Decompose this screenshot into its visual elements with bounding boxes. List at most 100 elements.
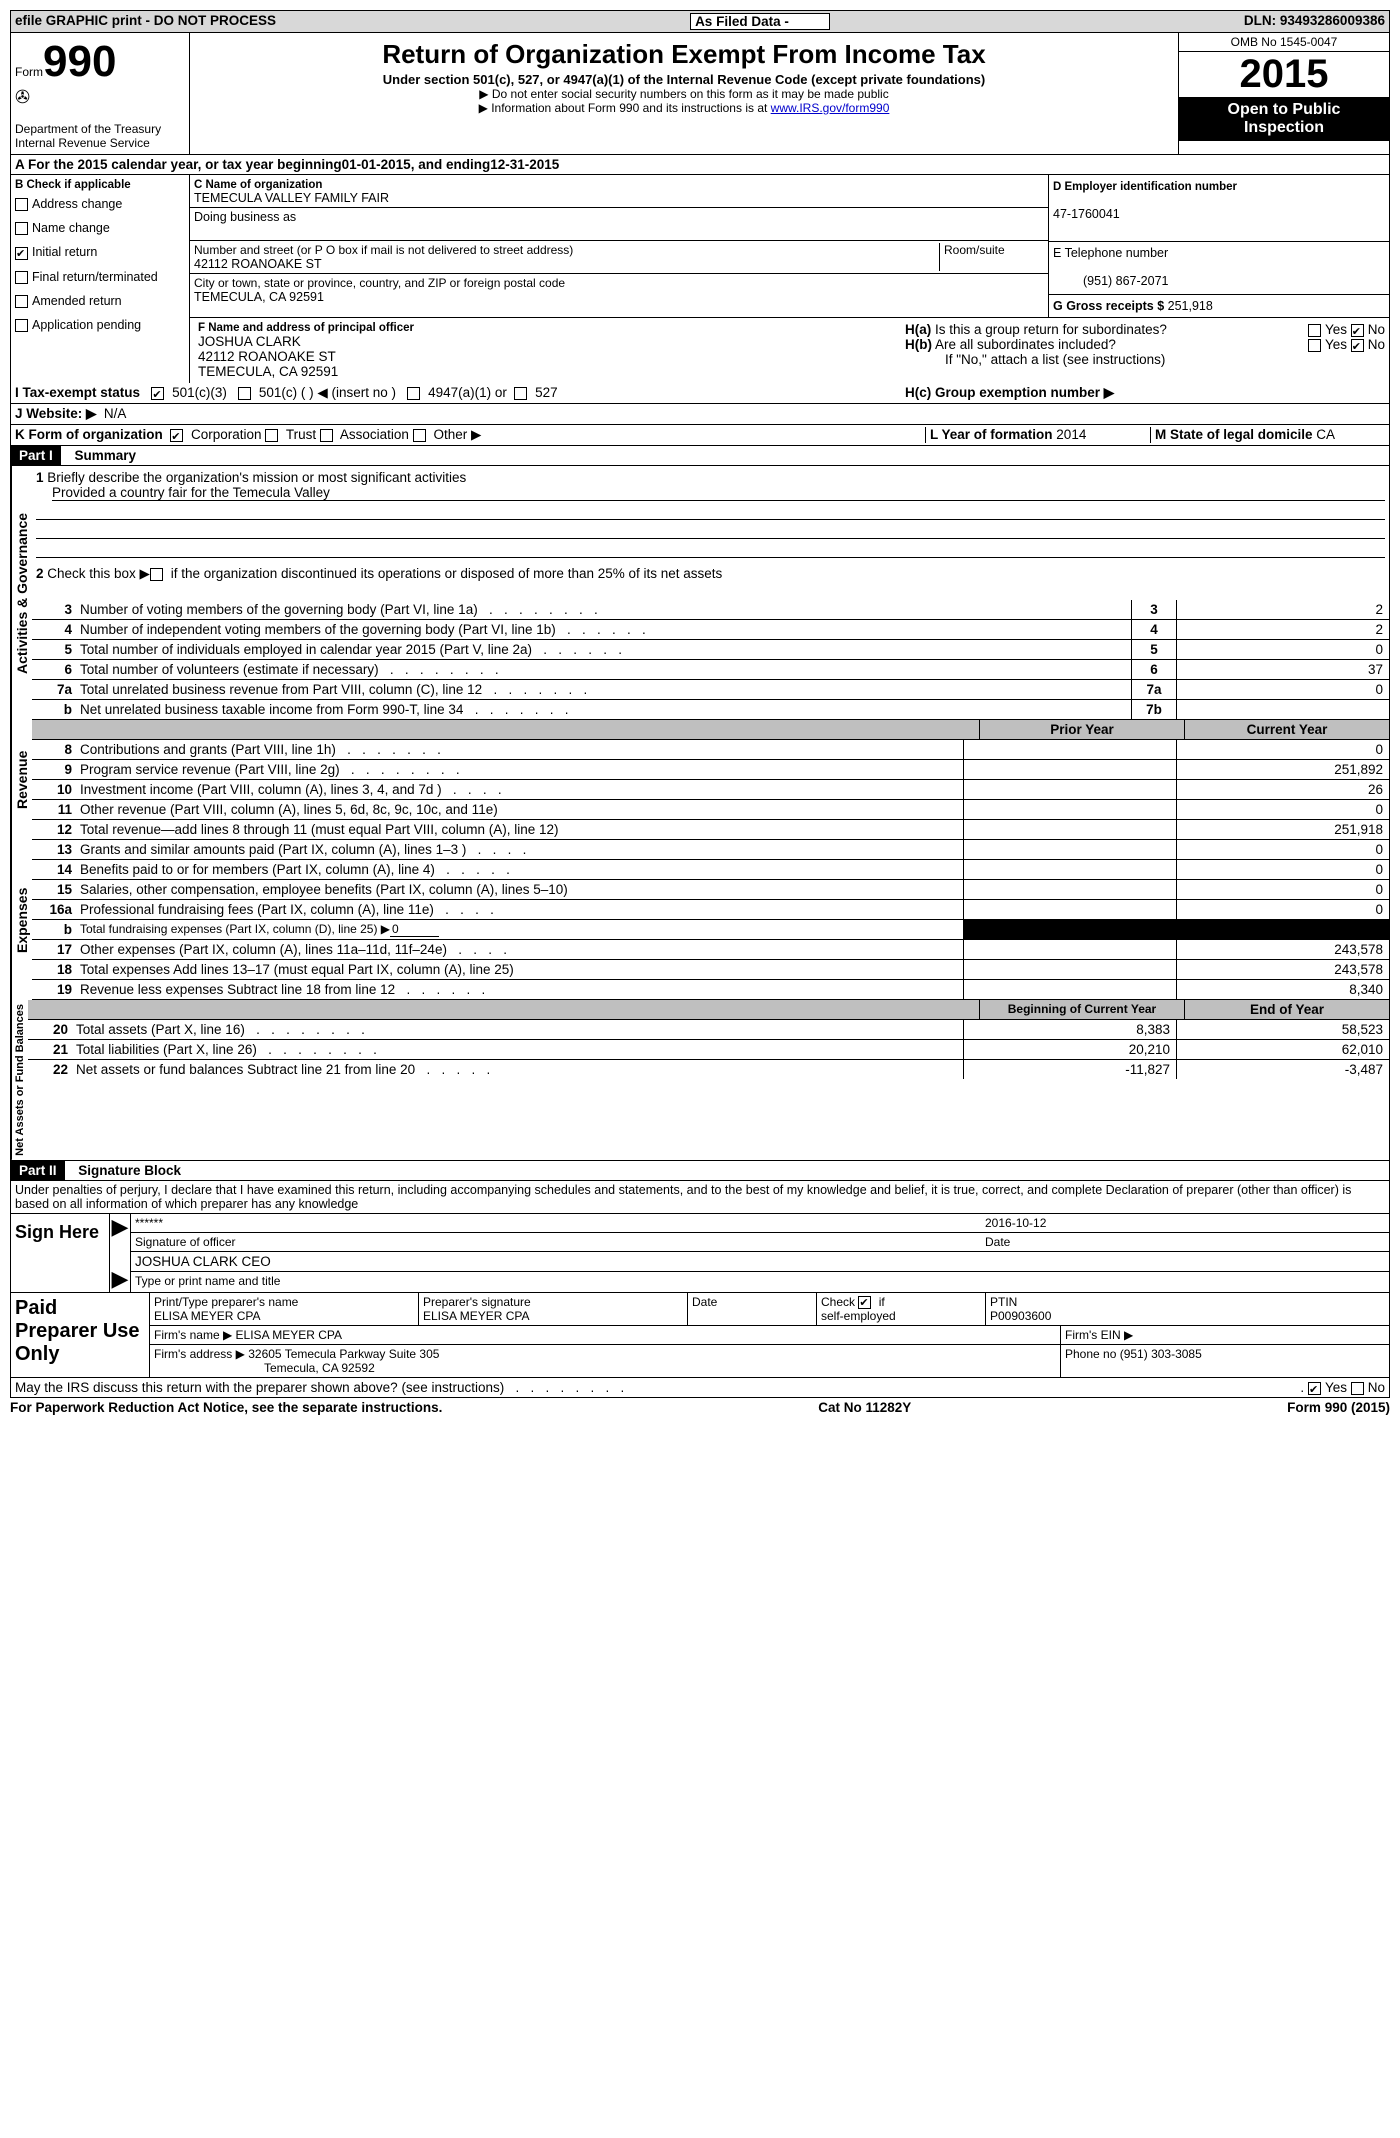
part-2-header: Part II Signature Block	[10, 1161, 1390, 1181]
box-b: B Check if applicable Address change Nam…	[11, 175, 190, 383]
city-label: City or town, state or province, country…	[194, 276, 565, 290]
irs-label: Internal Revenue Service	[15, 136, 150, 150]
signature-date: 2016-10-12	[985, 1216, 1385, 1230]
cb-discontinued[interactable]	[150, 568, 163, 581]
checkbox-initial-return[interactable]	[15, 247, 28, 260]
footer-right: Form 990 (2015)	[1287, 1400, 1390, 1415]
firm-phone: Phone no (951) 303-3085	[1060, 1345, 1389, 1377]
dept-treasury: Department of the Treasury	[15, 122, 161, 136]
v3: 2	[1176, 600, 1389, 619]
website-value: N/A	[104, 406, 127, 422]
ein-value: 47-1760041	[1053, 207, 1120, 221]
checkbox-final-return[interactable]	[15, 271, 28, 284]
org-name: TEMECULA VALLEY FAMILY FAIR	[194, 191, 389, 205]
summary-net-assets: Net Assets or Fund Balances Beginning of…	[10, 1000, 1390, 1161]
paid-preparer-label: Paid Preparer Use Only	[11, 1293, 149, 1377]
cb-self-employed[interactable]	[858, 1296, 871, 1309]
phone-value: (951) 867-2071	[1053, 274, 1168, 288]
footer-left: For Paperwork Reduction Act Notice, see …	[10, 1400, 442, 1415]
form-note2: ▶ Information about Form 990 and its ins…	[198, 101, 1170, 115]
firm-ein-label: Firm's EIN ▶	[1060, 1326, 1389, 1344]
irs-link[interactable]: www.IRS.gov/form990	[771, 101, 890, 115]
head-prior: Prior Year	[979, 720, 1184, 739]
street-value: 42112 ROANOAKE ST	[194, 257, 322, 271]
head-end: End of Year	[1184, 1000, 1389, 1019]
part-2-label: Part II	[11, 1161, 65, 1180]
header-center: Return of Organization Exempt From Incom…	[190, 33, 1178, 154]
line-j-label: J Website: ▶	[15, 406, 96, 422]
cb-4947[interactable]	[407, 387, 420, 400]
ha-yes[interactable]	[1308, 324, 1321, 337]
line-i: I Tax-exempt status 501(c)(3) 501(c) ( )…	[10, 383, 1390, 404]
hb-yes[interactable]	[1308, 339, 1321, 352]
officer-addr2: TEMECULA, CA 92591	[198, 364, 893, 379]
officer-name-title: JOSHUA CLARK CEO	[135, 1254, 271, 1269]
form-label: Form	[15, 65, 43, 79]
cb-501c[interactable]	[238, 387, 251, 400]
type-print-label: Type or print name and title	[131, 1272, 1389, 1290]
cb-trust[interactable]	[265, 429, 278, 442]
date-label: Date	[985, 1235, 1385, 1249]
cb-501c3[interactable]	[151, 387, 164, 400]
summary-governance: Activities & Governance 1 Briefly descri…	[10, 466, 1390, 720]
part-1-title: Summary	[65, 448, 137, 463]
firm-name: ELISA MEYER CPA	[236, 1328, 342, 1342]
part-2-title: Signature Block	[68, 1163, 181, 1178]
officer-name: JOSHUA CLARK	[198, 334, 893, 349]
v6: 37	[1176, 660, 1389, 679]
head-begin: Beginning of Current Year	[979, 1000, 1184, 1019]
open-to-public: Open to PublicInspection	[1179, 97, 1389, 141]
box-h-c: H(c) Group exemption number ▶	[905, 385, 1114, 400]
topbar-mid: As Filed Data -	[690, 13, 830, 30]
head-curr: Current Year	[1184, 720, 1389, 739]
checkbox-address-change[interactable]	[15, 198, 28, 211]
header-left: Form990 ✇ Department of the Treasury Int…	[11, 33, 190, 154]
box-h-note: If "No," attach a list (see instructions…	[905, 352, 1385, 367]
tax-year: 2015	[1179, 52, 1389, 97]
cb-other[interactable]	[413, 429, 426, 442]
perjury-declaration: Under penalties of perjury, I declare th…	[10, 1181, 1390, 1214]
dba-label: Doing business as	[194, 210, 296, 224]
ha-no[interactable]	[1351, 324, 1364, 337]
line-k-label: K Form of organization	[15, 427, 163, 442]
cb-corporation[interactable]	[170, 429, 183, 442]
year-formation: 2014	[1056, 427, 1086, 442]
hb-no[interactable]	[1351, 339, 1364, 352]
side-revenue: Revenue	[11, 720, 32, 840]
sign-here: Sign Here	[11, 1214, 110, 1292]
topbar-left: efile GRAPHIC print - DO NOT PROCESS	[15, 13, 276, 30]
checkbox-name-change[interactable]	[15, 222, 28, 235]
city-value: TEMECULA, CA 92591	[194, 290, 324, 304]
state-domicile: CA	[1316, 427, 1335, 442]
v4: 2	[1176, 620, 1389, 639]
paid-preparer-block: Paid Preparer Use Only Print/Type prepar…	[10, 1293, 1390, 1378]
cb-discuss-no[interactable]	[1351, 1382, 1364, 1395]
box-f-label: F Name and address of principal officer	[198, 322, 893, 334]
discuss-row: May the IRS discuss this return with the…	[10, 1378, 1390, 1398]
boxes-c-to-h: C Name of organizationTEMECULA VALLEY FA…	[190, 175, 1389, 383]
note2-pre: ▶ Information about Form 990 and its ins…	[479, 101, 771, 115]
part-1-header: Part I Summary	[10, 446, 1390, 466]
arrow-icon: ▶▶	[110, 1214, 131, 1292]
cb-discuss-yes[interactable]	[1308, 1382, 1321, 1395]
box-h-a: H(a) Is this a group return for subordin…	[905, 322, 1385, 337]
line2-label: Check this box ▶ if the organization dis…	[47, 566, 722, 581]
street-label: Number and street (or P O box if mail is…	[194, 243, 573, 257]
line1-label: Briefly describe the organization's miss…	[47, 470, 466, 485]
ptin-value: P00903600	[990, 1309, 1051, 1323]
signature-stars: ******	[135, 1216, 163, 1230]
mission-text: Provided a country fair for the Temecula…	[52, 485, 1385, 501]
v7b	[1176, 700, 1389, 719]
cb-527[interactable]	[514, 387, 527, 400]
officer-addr1: 42112 ROANOAKE ST	[198, 349, 893, 364]
checkbox-amended-return[interactable]	[15, 295, 28, 308]
side-netassets: Net Assets or Fund Balances	[11, 1000, 28, 1160]
checkbox-application-pending[interactable]	[15, 319, 28, 332]
cb-association[interactable]	[320, 429, 333, 442]
line-a-tax-year: A For the 2015 calendar year, or tax yea…	[10, 155, 1390, 175]
box-d-label: D Employer identification number	[1053, 181, 1237, 193]
header-right: OMB No 1545-0047 2015 Open to PublicInsp…	[1178, 33, 1389, 154]
line-j: J Website: ▶ N/A	[10, 404, 1390, 425]
form-note1: ▶ Do not enter social security numbers o…	[198, 87, 1170, 101]
box-g-label: G Gross receipts $	[1053, 299, 1164, 313]
